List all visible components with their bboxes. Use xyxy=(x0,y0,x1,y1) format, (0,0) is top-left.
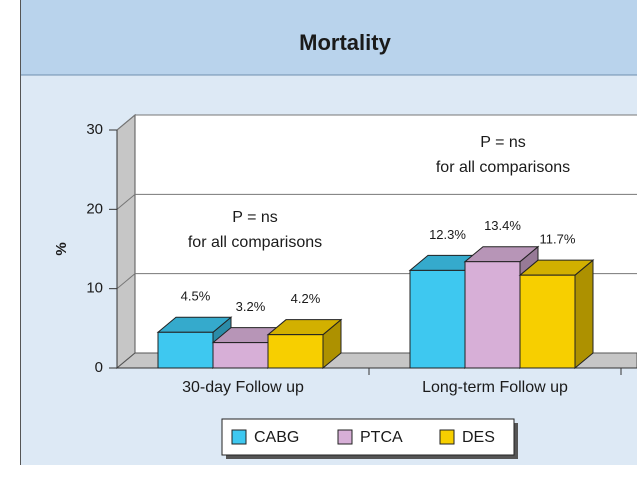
y-tick-label: 20 xyxy=(86,200,103,217)
bar xyxy=(409,269,466,369)
value-label: 4.2% xyxy=(291,291,321,306)
side-wall xyxy=(116,113,136,370)
bar xyxy=(464,261,521,369)
annotation: P = ns xyxy=(480,134,526,151)
x-tick-label: 30-day Follow up xyxy=(182,379,304,396)
y-tick-label: 0 xyxy=(95,359,103,376)
value-label: 12.3% xyxy=(429,227,466,242)
legend-swatch xyxy=(231,429,247,445)
value-label: 11.7% xyxy=(540,232,576,247)
bar xyxy=(212,342,269,369)
annotation: P = ns xyxy=(232,209,278,226)
y-tick-label: 30 xyxy=(86,121,103,138)
value-label: 13.4% xyxy=(484,218,521,233)
value-label: 3.2% xyxy=(236,299,266,314)
x-tick-label: Long-term Follow up xyxy=(422,379,568,396)
bar xyxy=(267,334,324,369)
y-tick-label: 10 xyxy=(86,280,103,297)
bar xyxy=(519,274,576,369)
y-axis-label: % xyxy=(53,242,70,255)
bar-side xyxy=(574,259,594,370)
grid-line-side xyxy=(116,193,136,210)
chart-title: Mortality xyxy=(299,30,391,55)
legend xyxy=(221,418,515,456)
legend-label: DES xyxy=(462,429,495,446)
legend-label: CABG xyxy=(254,429,299,446)
bar xyxy=(157,331,214,369)
grid-line-side xyxy=(116,114,136,131)
value-label: 4.5% xyxy=(181,289,211,304)
annotation: for all comparisons xyxy=(436,159,570,176)
grid-line-side xyxy=(116,273,136,290)
legend-swatch xyxy=(337,429,353,445)
header xyxy=(20,0,637,75)
legend-label: PTCA xyxy=(360,429,403,446)
annotation: for all comparisons xyxy=(188,234,322,251)
legend-swatch xyxy=(439,429,455,445)
